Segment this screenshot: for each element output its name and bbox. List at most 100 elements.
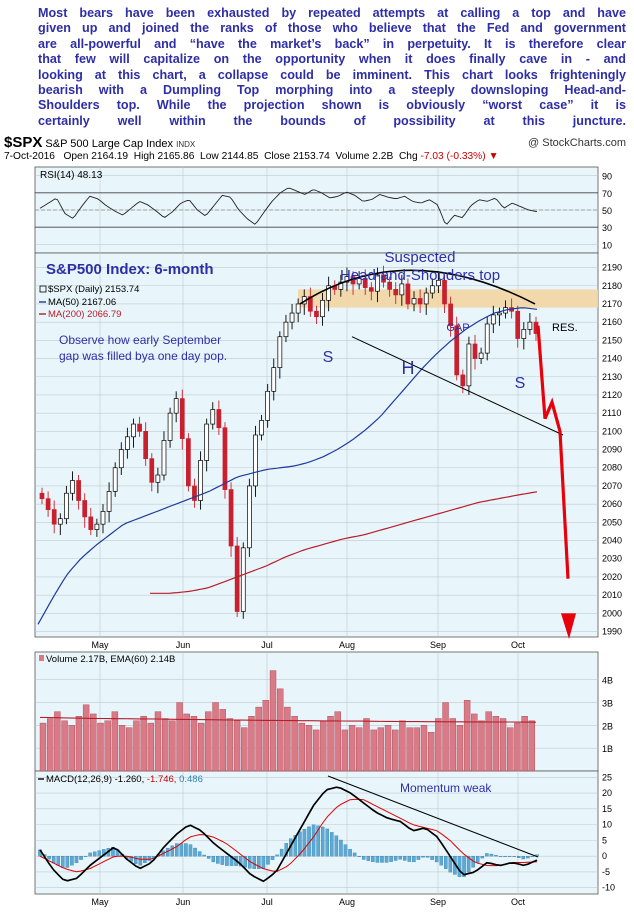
price-candle bbox=[149, 458, 155, 483]
macd-x-tick-label: May bbox=[91, 897, 109, 907]
macd-histogram-bar bbox=[216, 856, 220, 864]
volume-bar bbox=[97, 722, 104, 772]
macd-histogram-bar bbox=[507, 856, 512, 857]
macd-x-tick-label: Jun bbox=[176, 897, 191, 907]
price-tick-label: 2140 bbox=[602, 354, 622, 364]
macd-histogram-bar bbox=[380, 856, 384, 863]
price-tick-label: 2080 bbox=[602, 463, 622, 473]
right-shoulder-label: S bbox=[515, 375, 526, 392]
exchange-label: INDX bbox=[176, 140, 196, 149]
macd-histogram-bar bbox=[275, 854, 279, 857]
macd-histogram-bar bbox=[489, 853, 494, 857]
close-label: Close bbox=[264, 151, 291, 162]
macd-histogram-bar bbox=[279, 848, 284, 857]
legend-ma200: MA(200) 2066.79 bbox=[48, 309, 121, 320]
price-tick-label: 2100 bbox=[602, 426, 622, 436]
price-candle bbox=[356, 278, 362, 285]
price-candle bbox=[368, 287, 374, 292]
price-candle bbox=[216, 409, 222, 429]
macd-histogram-bar bbox=[421, 856, 425, 858]
price-candle bbox=[161, 440, 167, 476]
macd-histogram-bar bbox=[412, 856, 416, 863]
macd-histogram-bar bbox=[56, 856, 60, 866]
price-x-tick-label: Jul bbox=[261, 640, 273, 650]
chg-label: Chg bbox=[398, 151, 418, 162]
commentary-line: Most bears have been exhausted by repeat… bbox=[38, 6, 626, 20]
macd-histogram-bar bbox=[83, 855, 88, 857]
macd-histogram-bar bbox=[311, 824, 316, 857]
volume-bar bbox=[305, 725, 313, 772]
price-candle bbox=[234, 545, 240, 612]
macd-title-signal: -1.746, bbox=[147, 774, 179, 785]
volume-bar bbox=[356, 727, 363, 772]
volume-bar bbox=[312, 729, 320, 772]
close-value: 2153.74 bbox=[292, 151, 330, 162]
macd-histogram-bar bbox=[175, 843, 179, 857]
price-candle bbox=[375, 274, 380, 292]
volume-bar bbox=[233, 720, 241, 772]
volume-bar bbox=[507, 727, 514, 772]
price-tick-label: 2050 bbox=[602, 517, 622, 527]
commentary-line: Shoulders top. While the projection show… bbox=[38, 98, 626, 113]
volume-bar bbox=[341, 729, 349, 772]
macd-histogram-bar bbox=[202, 854, 206, 857]
macd-histogram-bar bbox=[494, 855, 498, 857]
macd-tick-label: 25 bbox=[602, 772, 612, 782]
volume-bar bbox=[442, 702, 449, 772]
price-tick-label: 2150 bbox=[602, 335, 622, 345]
volume-bar bbox=[392, 729, 399, 772]
volume-bar bbox=[348, 725, 356, 772]
price-candle bbox=[173, 398, 179, 414]
price-candle bbox=[240, 547, 246, 612]
volume-bar bbox=[463, 700, 471, 772]
volume-bar bbox=[140, 716, 147, 772]
volume-tick-label: 3B bbox=[602, 699, 613, 709]
high-label: High bbox=[133, 151, 155, 162]
price-candle bbox=[155, 474, 161, 483]
macd-histogram-bar bbox=[371, 856, 375, 862]
volume-value: 2.2B bbox=[372, 151, 394, 162]
macd-histogram-bar bbox=[225, 856, 229, 866]
price-candle bbox=[399, 283, 405, 296]
macd-histogram-bar bbox=[243, 856, 247, 868]
price-candle bbox=[259, 420, 264, 436]
volume-bar bbox=[521, 716, 528, 772]
macd-histogram-bar bbox=[526, 856, 530, 859]
volume-bar bbox=[499, 718, 507, 772]
volume-bar bbox=[104, 720, 111, 772]
macd-trendline bbox=[327, 775, 539, 858]
price-candle bbox=[387, 281, 392, 290]
volume-bar bbox=[46, 718, 54, 772]
commentary-line: are all-powerful and “have the market’s … bbox=[38, 36, 626, 51]
price-candle bbox=[45, 498, 51, 510]
price-candle bbox=[484, 323, 490, 354]
macd-histogram-bar bbox=[416, 856, 421, 860]
macd-tick-label: 15 bbox=[602, 804, 612, 814]
volume-bar bbox=[111, 711, 119, 772]
macd-histogram-bar bbox=[434, 856, 439, 863]
volume-bar bbox=[205, 711, 212, 772]
macd-histogram-bar bbox=[138, 856, 143, 866]
price-candle bbox=[527, 321, 533, 330]
macd-tick-label: -10 bbox=[602, 883, 615, 893]
chart-title-row: $SPX S&P 500 Large Cap Index INDX bbox=[4, 134, 195, 151]
commentary-text: Most bears have been exhausted by repeat… bbox=[38, 6, 626, 129]
price-tick-label: 2020 bbox=[602, 572, 622, 582]
macd-histogram-bar bbox=[211, 856, 216, 863]
price-candle bbox=[137, 423, 142, 432]
macd-histogram-bar bbox=[193, 847, 197, 857]
macd-histogram-bar bbox=[134, 856, 138, 864]
volume-bar bbox=[449, 718, 456, 772]
legend-ma50: MA(50) 2167.06 bbox=[48, 297, 116, 308]
volume-bar bbox=[75, 716, 83, 772]
macd-histogram-bar bbox=[375, 856, 380, 863]
price-candle bbox=[320, 299, 325, 318]
volume-legend-swatch bbox=[39, 655, 44, 661]
macd-histogram-bar bbox=[389, 856, 393, 862]
macd-tick-label: -5 bbox=[602, 867, 610, 877]
macd-histogram-bar bbox=[220, 856, 225, 865]
commentary-line: looking at this chart, a collapse could … bbox=[38, 67, 626, 82]
volume-bar bbox=[427, 731, 435, 772]
macd-x-tick-label: Jul bbox=[261, 897, 273, 907]
price-candle bbox=[472, 343, 478, 359]
